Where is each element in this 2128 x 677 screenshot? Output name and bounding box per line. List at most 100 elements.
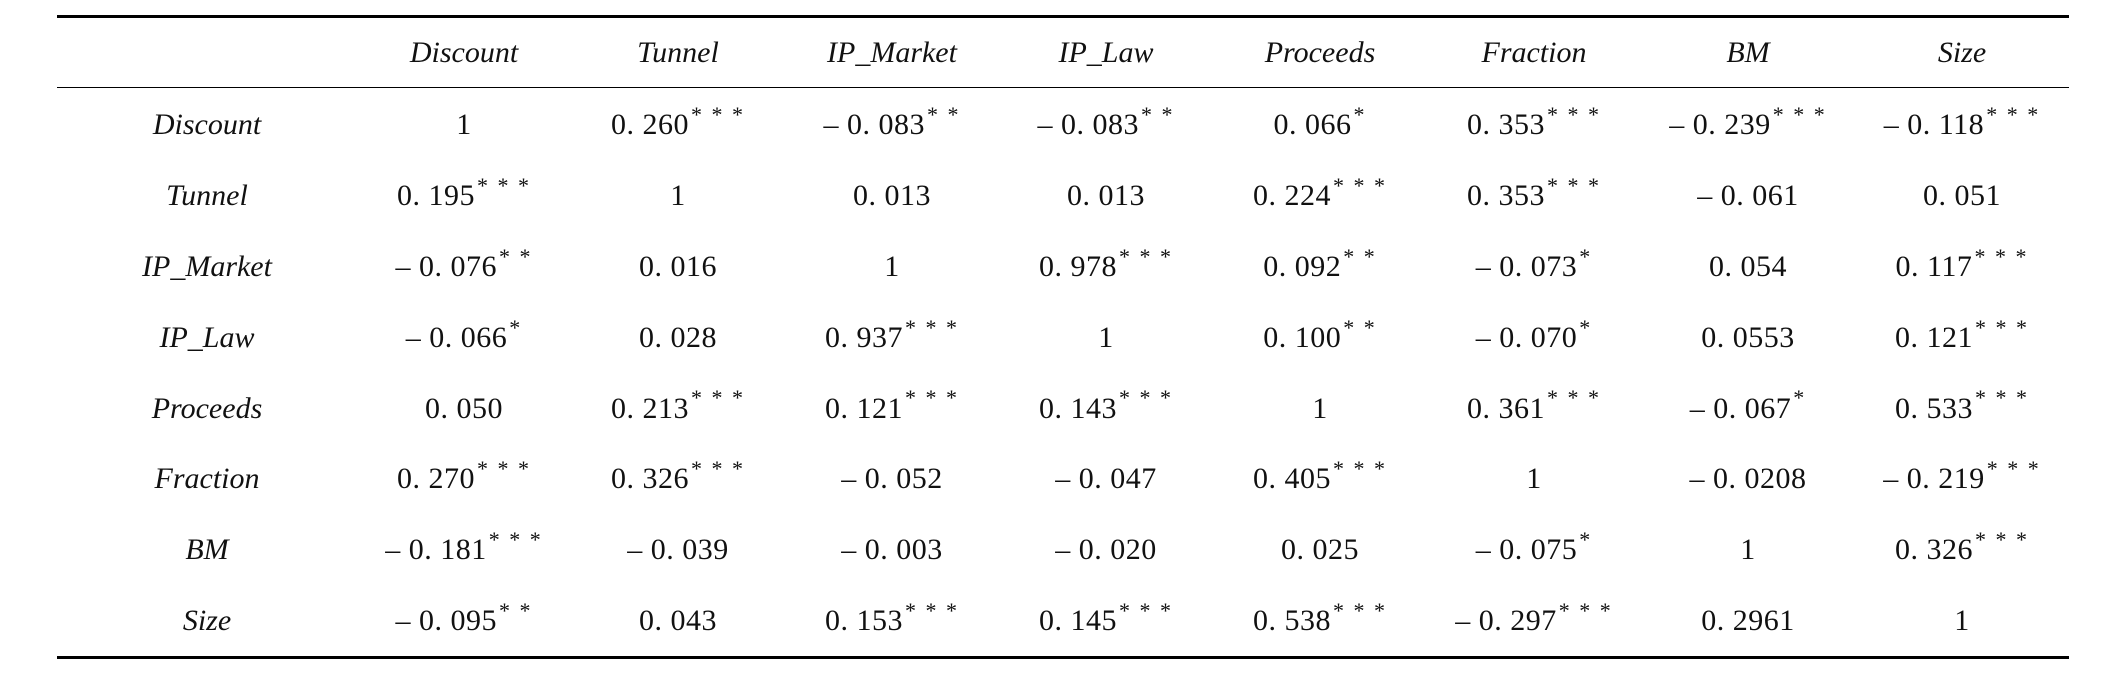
- cell-value: 0. 145: [1039, 603, 1117, 637]
- table-cell: 0. 978* * *: [999, 232, 1213, 303]
- significance-stars: * * *: [1772, 102, 1827, 128]
- header-bm: BM: [1726, 35, 1770, 69]
- table-cell: 0. 028: [571, 302, 785, 373]
- table-cell: – 0. 181* * *: [357, 515, 571, 586]
- cell-value: 0. 533: [1895, 391, 1973, 425]
- table-cell: 0. 016: [571, 232, 785, 303]
- cell-value: 0. 050: [425, 391, 503, 425]
- cell-value: – 0. 061: [1697, 179, 1799, 213]
- table-cell: 0. 025: [1213, 515, 1427, 586]
- cell-value: 0. 028: [639, 320, 717, 354]
- cell-value: 0. 121: [1895, 320, 1973, 354]
- table-cell: – 0. 047: [999, 444, 1213, 515]
- significance-stars: * * *: [1975, 385, 2029, 411]
- cell-value: 1: [1312, 391, 1328, 425]
- cell-value: – 0. 181: [385, 533, 487, 567]
- cell-value: 0. 143: [1039, 391, 1117, 425]
- table-cell: – 0. 066*: [357, 302, 571, 373]
- significance-stars: * * *: [691, 456, 745, 482]
- row-label: Discount: [152, 108, 262, 142]
- header-ip-market: IP_Market: [827, 35, 957, 69]
- table-cell: 1: [785, 232, 999, 303]
- table-cell: – 0. 076* *: [357, 232, 571, 303]
- table-cell: 0. 121* * *: [1855, 302, 2069, 373]
- table-cell: – 0. 0208: [1641, 444, 1855, 515]
- cell-value: 0. 260: [611, 108, 689, 142]
- cell-value: – 0. 039: [627, 533, 729, 567]
- significance-stars: * * *: [1119, 243, 1173, 269]
- cell-value: 1: [670, 179, 686, 213]
- cell-value: – 0. 047: [1055, 462, 1157, 496]
- table-cell: 1: [1855, 586, 2069, 658]
- significance-stars: * * *: [477, 456, 531, 482]
- table-cell: – 0. 052: [785, 444, 999, 515]
- table-row: BM – 0. 181* * * – 0. 039– 0. 003– 0. 020 0…: [57, 515, 2069, 586]
- table-cell: 0. 066*: [1213, 88, 1427, 161]
- header-fraction: Fraction: [1481, 35, 1587, 69]
- table-cell: 1: [1641, 515, 1855, 586]
- significance-stars: *: [1579, 243, 1593, 269]
- cell-value: 0. 405: [1253, 462, 1331, 496]
- table-row: IP_Law – 0. 066* 0. 028 0. 937* * * 1 0. 100*…: [57, 302, 2069, 373]
- significance-stars: * *: [1343, 314, 1377, 340]
- cell-value: – 0. 075: [1475, 533, 1578, 567]
- significance-stars: * * *: [488, 527, 543, 553]
- significance-stars: * *: [1141, 102, 1175, 128]
- cell-value: – 0. 073: [1475, 249, 1578, 283]
- row-label: IP_Market: [142, 249, 272, 283]
- cell-value: 0. 016: [639, 249, 717, 283]
- cell-value: – 0. 070: [1475, 320, 1578, 354]
- row-label: BM: [185, 533, 229, 567]
- row-label: IP_Law: [159, 320, 255, 354]
- table-cell: 0. 0553: [1641, 302, 1855, 373]
- table-cell: 1: [357, 88, 571, 161]
- table-cell: 0. 100* *: [1213, 302, 1427, 373]
- cell-value: 0. 013: [853, 179, 931, 213]
- table-row: Fraction 0. 270* * * 0. 326* * * – 0. 052– …: [57, 444, 2069, 515]
- header-proceeds: Proceeds: [1264, 35, 1376, 69]
- table-cell: 0. 145* * *: [999, 586, 1213, 658]
- significance-stars: * * *: [905, 314, 959, 340]
- significance-stars: * * *: [1974, 243, 2029, 269]
- table-cell: – 0. 073*: [1427, 232, 1641, 303]
- table-cell: 0. 051: [1855, 161, 2069, 232]
- row-label: Proceeds: [151, 391, 263, 425]
- cell-value: 0. 538: [1253, 603, 1331, 637]
- table-cell: 0. 326* * *: [571, 444, 785, 515]
- table-cell: 0. 260* * *: [571, 88, 785, 161]
- significance-stars: * *: [1343, 243, 1377, 269]
- cell-value: – 0. 239: [1669, 108, 1771, 142]
- cell-value: 0. 153: [825, 603, 903, 637]
- significance-stars: *: [1579, 314, 1593, 340]
- table-cell: 0. 195* * *: [357, 161, 571, 232]
- cell-value: – 0. 052: [841, 462, 943, 496]
- cell-value: – 0. 083: [823, 108, 925, 142]
- cell-value: – 0. 083: [1037, 108, 1139, 142]
- significance-stars: * * *: [1547, 102, 1601, 128]
- cell-value: 1: [1740, 533, 1756, 567]
- row-label: Size: [182, 603, 232, 637]
- cell-value: 1: [456, 108, 472, 142]
- table-cell: 0. 043: [571, 586, 785, 658]
- cell-value: 0. 054: [1709, 249, 1787, 283]
- significance-stars: * * *: [1558, 597, 1613, 623]
- cell-value: 0. 213: [611, 391, 689, 425]
- table-cell: – 0. 067*: [1641, 373, 1855, 444]
- significance-stars: * * *: [1547, 173, 1601, 199]
- cell-value: 0. 092: [1263, 249, 1342, 283]
- header-corner: [57, 17, 357, 88]
- table-cell: 0. 117* * *: [1855, 232, 2069, 303]
- significance-stars: * * *: [1333, 456, 1387, 482]
- table-cell: 0. 153* * *: [785, 586, 999, 658]
- cell-value: 1: [1526, 462, 1542, 496]
- table-cell: 0. 326* * *: [1855, 515, 2069, 586]
- cell-value: 0. 2961: [1701, 603, 1795, 637]
- cell-value: 0. 043: [639, 603, 717, 637]
- cell-value: 1: [1954, 603, 1970, 637]
- cell-value: 0. 353: [1467, 108, 1545, 142]
- table-cell: 0. 353* * *: [1427, 88, 1641, 161]
- cell-value: 0. 224: [1253, 179, 1331, 213]
- cell-value: 0. 195: [397, 179, 475, 213]
- row-label: Tunnel: [166, 179, 248, 213]
- correlation-table: Discount Tunnel IP_Market IP_Law Proceed…: [57, 15, 2069, 659]
